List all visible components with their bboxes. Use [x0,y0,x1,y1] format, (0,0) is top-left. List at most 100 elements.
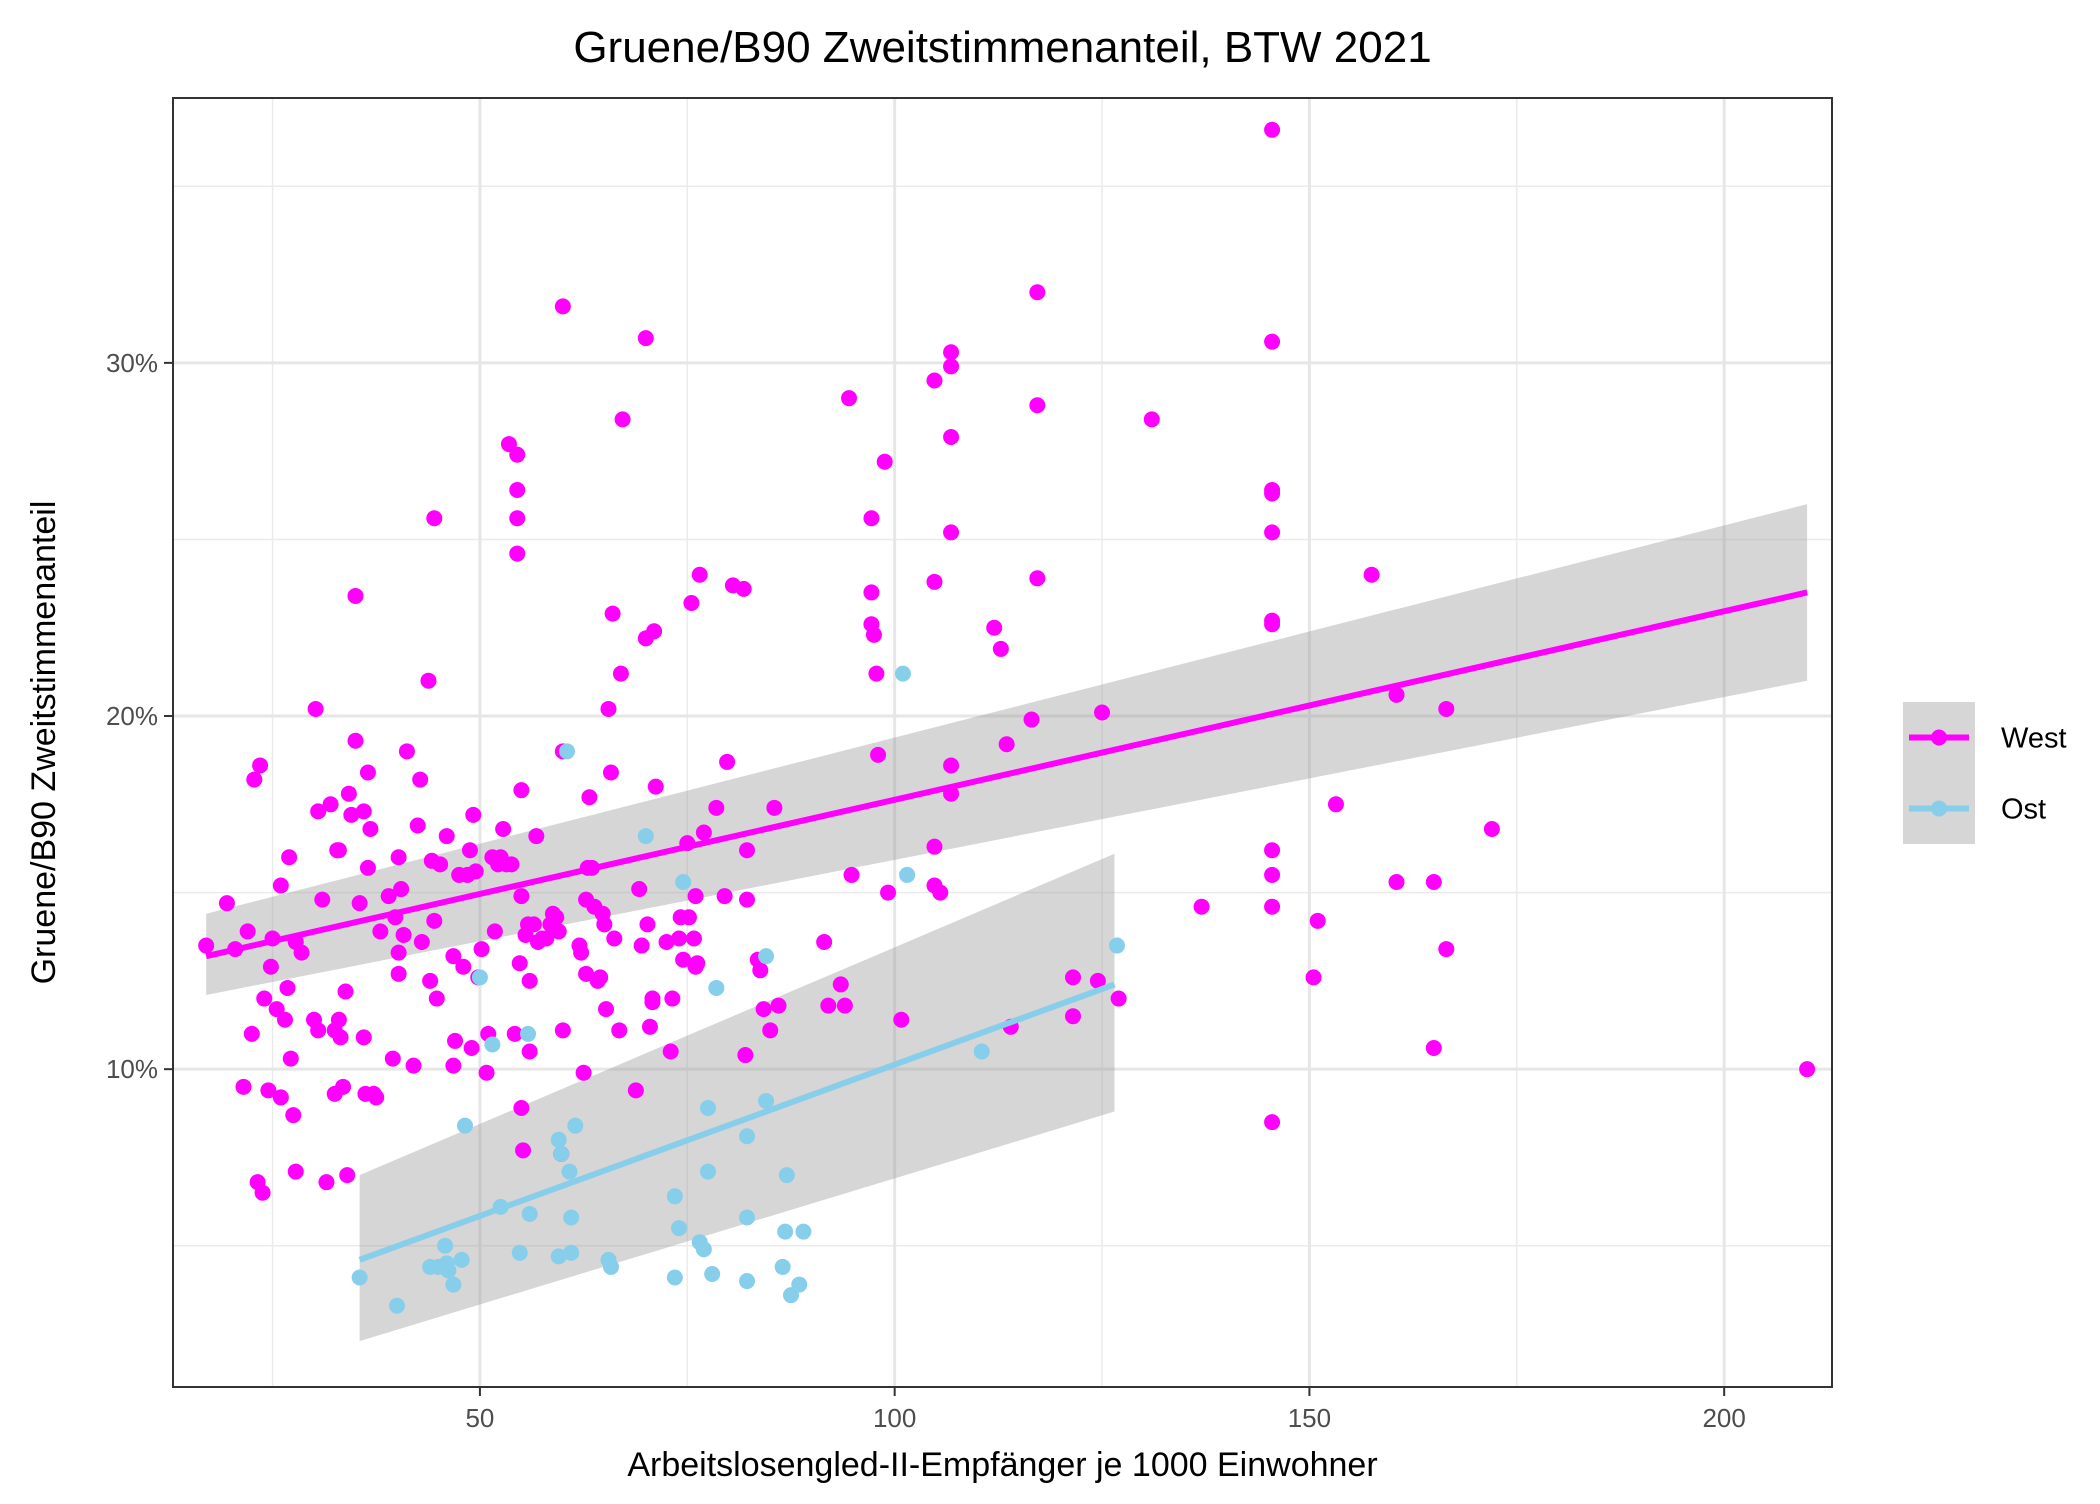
point-west [604,605,621,622]
point-west [658,934,675,951]
point-west [548,909,565,926]
point-west [525,916,542,933]
point-ost [445,1276,462,1293]
point-west [262,958,279,975]
point-west [880,884,897,901]
point-ost [739,1273,756,1290]
x-tick-label: 200 [1702,1403,1745,1433]
point-west [762,1022,779,1039]
point-west [865,626,882,643]
point-west [393,881,410,898]
point-west [863,584,880,601]
point-west [438,828,455,845]
point-west [509,510,526,527]
point-west [943,429,960,446]
point-ost [670,1220,687,1237]
point-ost [520,1025,537,1042]
point-west [554,1022,571,1039]
point-west [680,909,697,926]
point-west [343,806,360,823]
point-west [528,828,545,845]
point-west [340,785,357,802]
point-west [445,948,462,965]
point-ost [559,743,576,760]
point-ost [456,1117,473,1134]
point-west [1094,704,1111,721]
point-ost [700,1163,717,1180]
point-west [521,1043,538,1060]
point-west [495,821,512,838]
point-west [600,700,617,717]
point-west [432,856,449,873]
point-west [1425,873,1442,890]
point-west [646,623,663,640]
point-west [347,587,364,604]
point-ost [563,1209,580,1226]
data-points [198,121,1816,1314]
point-ost [758,948,775,965]
point-west [926,838,943,855]
point-west [239,923,256,940]
legend-item-ost: Ost [1903,773,2046,844]
point-west [281,849,298,866]
point-ost [973,1043,990,1060]
point-west [1438,700,1455,717]
point-west [596,916,613,933]
point-ost [521,1205,538,1222]
point-ost [739,1128,756,1145]
y-tick-label: 30% [106,348,158,378]
point-west [998,736,1015,753]
point-west [719,753,736,770]
point-west [272,1089,289,1106]
confidence-band-ost [359,853,1115,1342]
point-west [691,566,708,583]
point-west [1363,566,1380,583]
point-west [868,665,885,682]
point-west [420,672,437,689]
point-west [246,771,263,788]
point-ost [666,1188,683,1205]
point-west [426,912,443,929]
point-west [592,969,609,986]
y-tick-label: 10% [106,1054,158,1084]
point-west [1065,969,1082,986]
point-west [695,824,712,841]
point-west [662,1043,679,1060]
point-west [390,849,407,866]
point-west [766,799,783,816]
point-west [755,1001,772,1018]
point-ost [774,1258,791,1275]
point-west [627,1082,644,1099]
point-west [932,884,949,901]
point-west [1438,941,1455,958]
legend-dot-west [1931,729,1947,746]
point-ost [666,1269,683,1286]
point-west [1193,898,1210,915]
point-ost [758,1092,775,1109]
x-axis-title: Arbeitslosengled-II-Empfänger je 1000 Ei… [627,1446,1377,1484]
point-west [521,972,538,989]
point-west [554,298,571,315]
point-west [597,1001,614,1018]
point-west [339,1167,356,1184]
point-west [235,1078,252,1095]
point-west [318,1174,335,1191]
point-west [986,619,1003,636]
point-west [362,821,379,838]
point-west [581,789,598,806]
point-west [687,888,704,905]
point-west [1264,485,1281,502]
point-west [310,803,327,820]
point-west [1029,397,1046,414]
point-ost [637,828,654,845]
point-west [943,344,960,361]
point-west [372,923,389,940]
point-west [335,1078,352,1095]
point-west [426,510,443,527]
point-west [943,757,960,774]
point-ost [471,969,488,986]
plot-panel-border [172,97,1833,1388]
point-west [631,881,648,898]
point-west [455,958,472,975]
